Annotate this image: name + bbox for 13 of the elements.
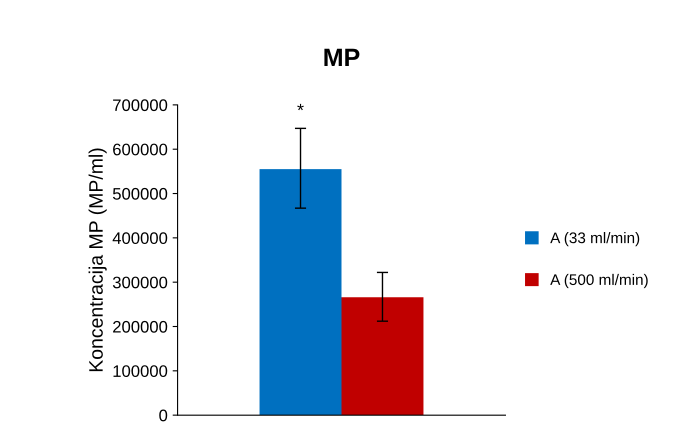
y-tick-label: 400000: [112, 232, 168, 244]
y-tick-label: 300000: [112, 276, 168, 288]
legend-label: A (33 ml/min): [550, 232, 640, 246]
annotation: *: [297, 104, 304, 110]
y-tick-label: 100000: [114, 365, 168, 378]
legend-label: A (500 ml/min): [550, 274, 648, 288]
y-tick-label: 200000: [113, 320, 168, 333]
y-tick-label: 700000: [113, 99, 168, 112]
y-axis-title: Koncentracija MP (MP/ml): [88, 148, 107, 372]
y-tick-label: 600000: [113, 144, 168, 156]
y-tick-label: 0: [159, 410, 168, 422]
y-tick-label: 500000: [112, 188, 168, 200]
chart-title: MP: [324, 48, 360, 66]
